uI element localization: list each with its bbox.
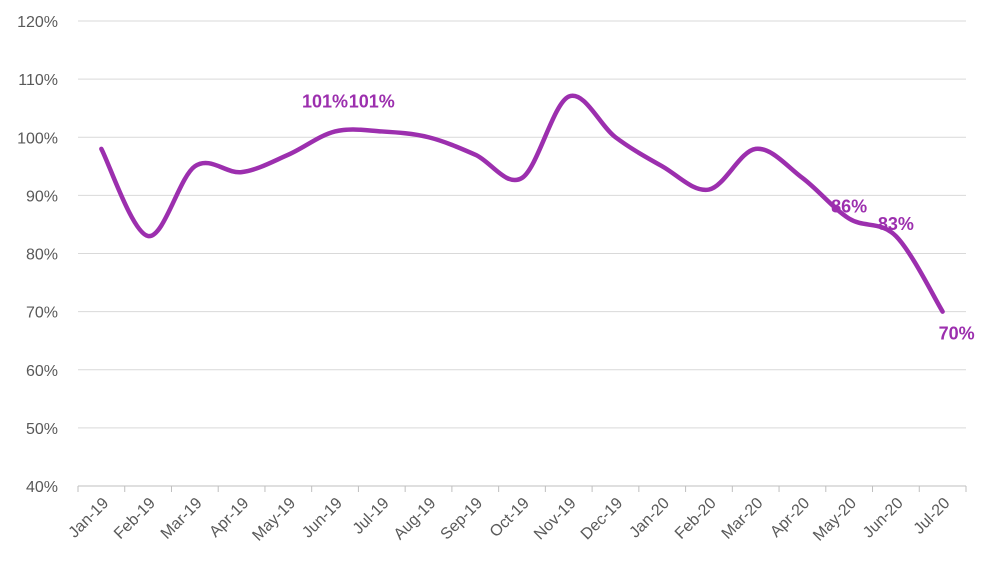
gridlines	[78, 20, 966, 429]
x-tick-label: Jan-19	[66, 495, 113, 542]
y-tick-label: 100%	[17, 130, 58, 147]
x-tick-label: Feb-19	[111, 495, 159, 543]
x-tick-label: Oct-19	[487, 495, 533, 541]
x-tick-label: Mar-19	[158, 495, 206, 543]
x-tick-label: Jan-20	[626, 495, 673, 542]
y-tick-label: 70%	[26, 305, 58, 322]
x-tick-label: Mar-20	[719, 495, 767, 543]
y-tick-label: 110%	[18, 72, 58, 89]
x-tick-label: Jun-20	[860, 495, 907, 542]
data-label: 83%	[878, 214, 914, 234]
x-tick-label: Apr-19	[206, 495, 252, 541]
x-tick-label: Jul-20	[911, 495, 954, 538]
x-axis	[77, 485, 967, 492]
y-tick-label: 80%	[26, 247, 58, 264]
data-label: 86%	[831, 197, 867, 217]
x-tick-label: May-20	[810, 495, 860, 545]
data-label: 101%	[302, 91, 348, 111]
x-tick-label: Aug-19	[391, 495, 440, 544]
y-axis-tick-labels: 40% 50% 60% 70% 80% 90% 100% 110% 120%	[17, 14, 58, 496]
x-tick-label: Dec-19	[578, 495, 627, 544]
x-tick-label: Nov-19	[531, 495, 580, 544]
y-tick-label: 40%	[26, 479, 58, 496]
data-label: 70%	[939, 324, 975, 344]
series-line	[99, 93, 945, 314]
y-tick-label: 120%	[17, 14, 58, 31]
y-tick-label: 60%	[26, 363, 58, 380]
x-tick-label: Jun-19	[299, 495, 346, 542]
y-tick-label: 90%	[26, 188, 58, 205]
x-tick-label: May-19	[249, 495, 299, 545]
x-tick-label: Sep-19	[438, 495, 487, 544]
series-layer	[99, 93, 945, 314]
data-label: 101%	[349, 91, 395, 111]
data-labels: 101% 101% 86% 83% 70%	[302, 91, 975, 343]
y-tick-label: 50%	[26, 421, 58, 438]
x-tick-label: Apr-20	[767, 495, 813, 541]
x-tick-label: Jul-19	[350, 495, 393, 538]
x-tick-label: Feb-20	[672, 495, 720, 543]
